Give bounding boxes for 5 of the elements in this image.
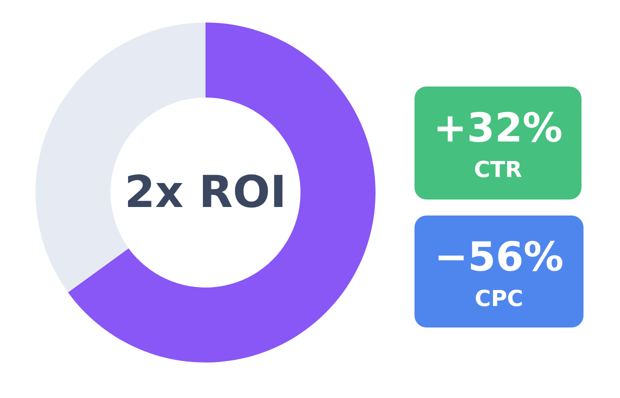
text: 2x ROI <box>124 167 286 218</box>
text: −56% <box>434 234 564 280</box>
text: CTR <box>474 158 522 183</box>
text: CPC <box>474 287 524 312</box>
text: +32% <box>433 106 563 152</box>
